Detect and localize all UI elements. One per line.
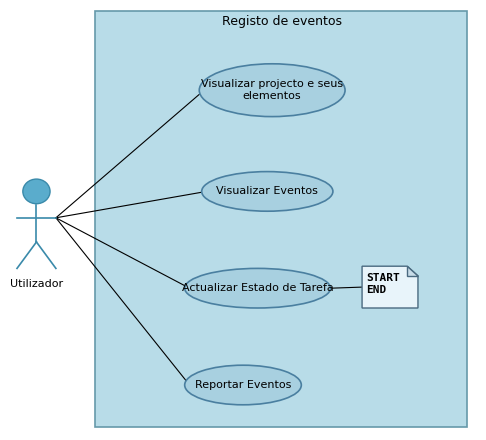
Text: Registo de eventos: Registo de eventos	[222, 15, 342, 29]
Ellipse shape	[185, 365, 301, 405]
Text: Reportar Eventos: Reportar Eventos	[195, 380, 291, 390]
Text: Visualizar projecto e seus
elementos: Visualizar projecto e seus elementos	[201, 79, 343, 101]
Text: Utilizador: Utilizador	[10, 279, 63, 290]
Polygon shape	[362, 266, 418, 308]
Circle shape	[23, 179, 50, 204]
Ellipse shape	[185, 268, 330, 308]
Ellipse shape	[199, 64, 345, 117]
Text: Actualizar Estado de Tarefa: Actualizar Estado de Tarefa	[182, 283, 333, 293]
FancyBboxPatch shape	[95, 11, 467, 427]
Text: Visualizar Eventos: Visualizar Eventos	[216, 187, 318, 196]
Ellipse shape	[202, 172, 333, 211]
Text: START
END: START END	[366, 273, 399, 295]
Polygon shape	[407, 266, 418, 276]
